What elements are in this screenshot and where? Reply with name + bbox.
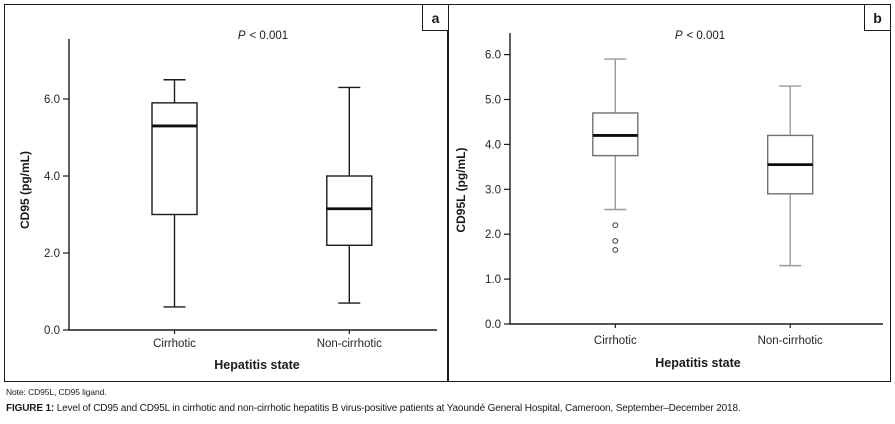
y-tick-label: 0.0 <box>44 325 60 337</box>
y-tick-label: 6.0 <box>44 94 60 106</box>
y-tick-label: 3.0 <box>485 184 501 196</box>
panel-divider <box>447 5 449 381</box>
iqr-box <box>151 102 198 216</box>
figure-note: Note: CD95L, CD95 ligand. <box>6 387 107 397</box>
outlier-point <box>612 237 619 244</box>
x-axis-title: Hepatitis state <box>655 356 740 370</box>
y-tick-label: 2.0 <box>44 248 60 260</box>
y-axis-title: CD95 (pg/mL) <box>18 151 32 229</box>
y-tick-label: 5.0 <box>485 95 501 107</box>
p-value-annotation: P < 0.001 <box>238 30 288 42</box>
y-tick-label: 4.0 <box>44 171 60 183</box>
boxplot-panel-a: 0.0 2.0 4.0 6.0 Cirrhotic Non-cirrhotic P < 0.0… <box>18 30 437 372</box>
p-value-annotation: P < 0.001 <box>675 30 725 42</box>
boxplot-panel-b: 0.0 1.0 2.0 3.0 4.0 5.0 6.0 Cirrhotic Non-cirrho… <box>454 30 883 370</box>
iqr-box <box>326 175 373 247</box>
y-tick-label: 6.0 <box>485 50 501 62</box>
panel-label-a: a <box>422 4 449 31</box>
figure-caption-label: FIGURE 1: <box>6 403 55 414</box>
x-category-label: Non-cirrhotic <box>758 335 823 347</box>
x-category-label: Cirrhotic <box>594 335 637 347</box>
x-axis-title: Hepatitis state <box>214 358 299 372</box>
y-tick-label: 2.0 <box>485 229 501 241</box>
figure-caption-text: Level of CD95 and CD95L in cirrhotic and… <box>54 403 741 414</box>
outlier-point <box>612 222 619 229</box>
figure-caption: FIGURE 1: Level of CD95 and CD95L in cir… <box>6 403 890 414</box>
x-category-label: Cirrhotic <box>153 338 196 350</box>
y-tick-label: 1.0 <box>485 274 501 286</box>
y-tick-label: 4.0 <box>485 139 501 151</box>
y-tick-label: 0.0 <box>485 319 501 331</box>
panel-label-b: b <box>864 4 891 31</box>
outlier-point <box>612 246 619 253</box>
y-axis-title: CD95L (pg/mL) <box>454 147 468 232</box>
x-category-label: Non-cirrhotic <box>317 338 382 350</box>
